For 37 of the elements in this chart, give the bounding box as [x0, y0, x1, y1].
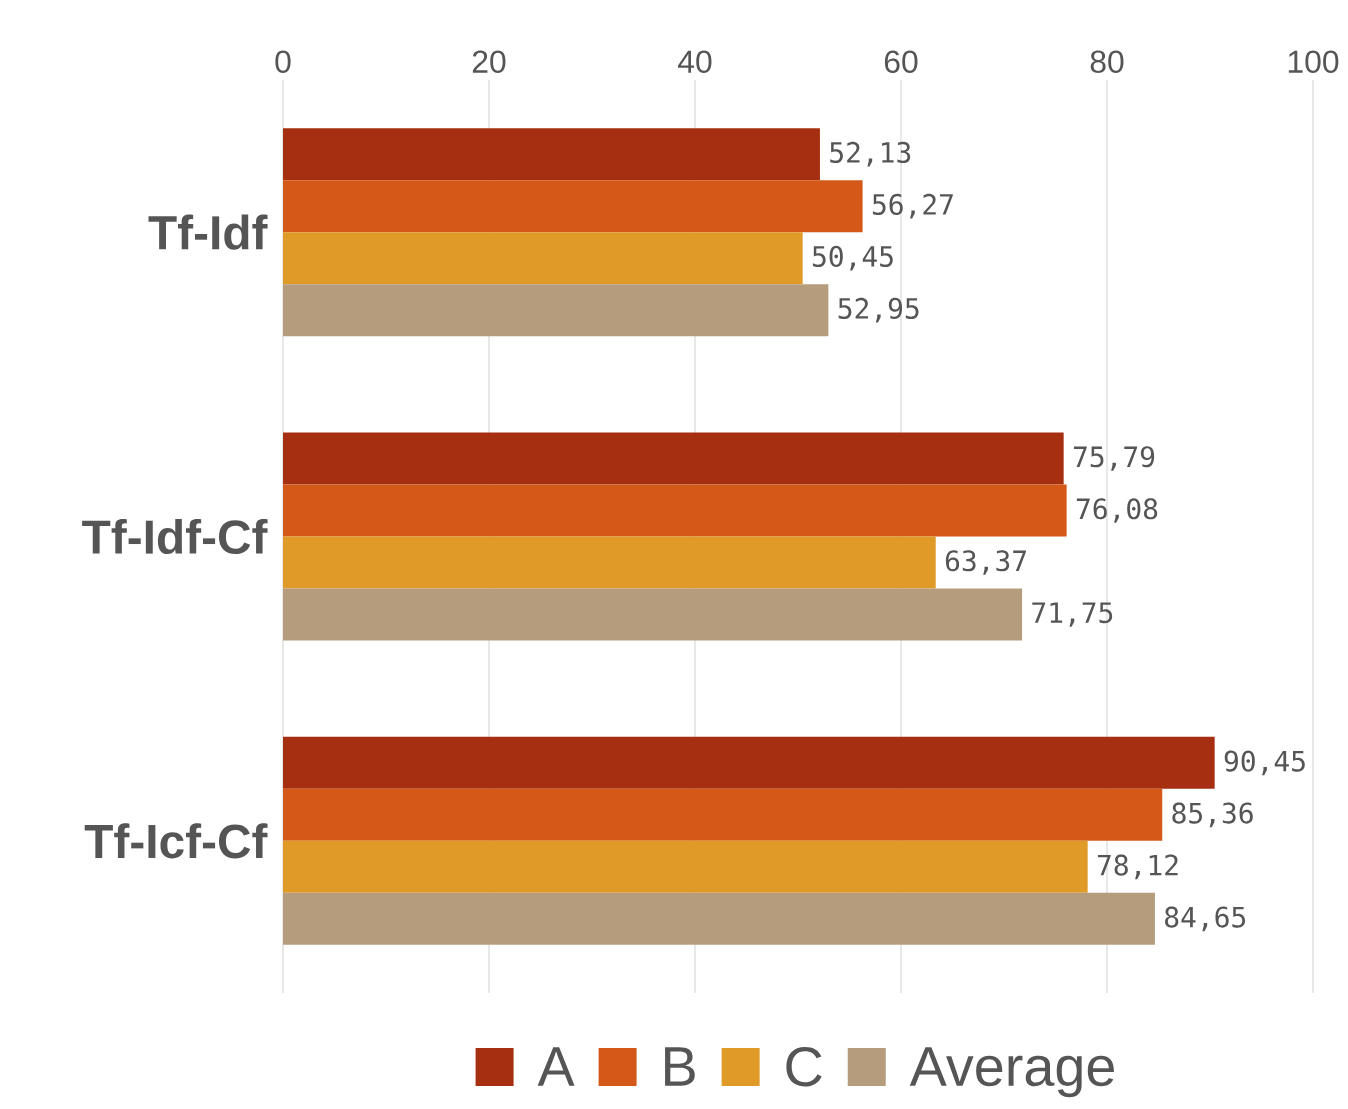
data-label: 52,13	[830, 141, 911, 167]
bar	[283, 840, 1088, 893]
bar	[283, 432, 1064, 485]
data-label: 76,08	[1076, 498, 1158, 523]
x-tick-label: 40	[677, 50, 712, 73]
bar	[283, 536, 936, 589]
data-label: 90,45	[1224, 750, 1305, 776]
y-tick-label: Tf-Idf-Cf	[82, 518, 268, 555]
data-label: 63,37	[945, 550, 1026, 575]
bar	[283, 180, 863, 233]
legend-label: Average	[909, 1047, 1114, 1098]
data-label: 85,36	[1172, 802, 1253, 828]
data-label: 78,12	[1097, 854, 1178, 880]
legend-label: A	[537, 1047, 575, 1086]
bar	[283, 484, 1067, 537]
bar	[283, 232, 803, 285]
bar	[283, 128, 820, 181]
x-tick-label: 100	[1288, 50, 1339, 73]
x-tick-label: 60	[884, 50, 918, 73]
bar	[283, 588, 1023, 641]
data-label: 52,95	[838, 297, 919, 323]
data-label: 71,75	[1032, 602, 1113, 627]
data-label: 84,65	[1165, 906, 1246, 932]
legend-label: C	[786, 1047, 822, 1087]
data-label: 56,27	[872, 193, 953, 219]
y-tick-label: Tf-Icf-Cf	[84, 823, 268, 859]
x-tick-label: 20	[472, 50, 506, 73]
bar	[283, 284, 829, 337]
bar	[283, 892, 1155, 945]
bar	[283, 736, 1215, 789]
y-tick-label: Tf-Idf	[148, 214, 268, 250]
x-tick-label: 0	[275, 50, 291, 73]
x-tick-label: 80	[1090, 50, 1124, 73]
bar	[283, 788, 1163, 841]
data-label: 75,79	[1073, 446, 1155, 471]
data-label: 50,45	[812, 245, 893, 271]
legend-label: B	[665, 1047, 695, 1086]
